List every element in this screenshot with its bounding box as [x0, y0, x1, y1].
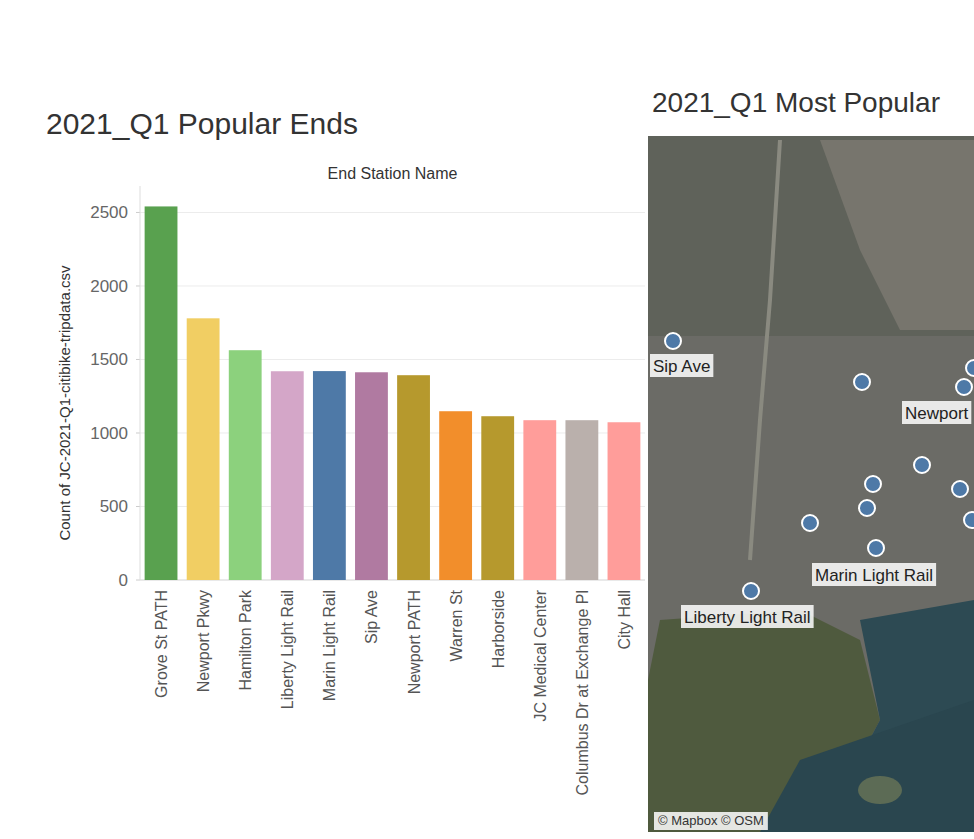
map-label: Liberty Light Rail [681, 605, 814, 628]
y-tick-label: 0 [119, 571, 128, 590]
tick-mark [136, 580, 140, 581]
x-tick-label: Warren St [448, 589, 465, 661]
station-marker [952, 481, 968, 497]
map-label-text: Sip Ave [653, 357, 710, 376]
y-tick-label: 500 [100, 497, 128, 516]
grid-line [140, 285, 645, 286]
map-district [648, 136, 974, 336]
map-label: Newport [902, 401, 971, 424]
station-marker [859, 500, 875, 516]
x-tick-label: JC Medical Center [532, 589, 549, 721]
bar [439, 411, 472, 580]
map-label-text: Newport [905, 404, 969, 423]
x-tick-label: Harborside [490, 590, 507, 668]
x-tick-label: Liberty Light Rail [279, 590, 296, 709]
x-tick-label: Newport Pkwy [195, 590, 212, 692]
dashboard: 2021_Q1 Popular Ends End Station Name Coun… [0, 0, 974, 839]
tick-mark [136, 506, 140, 507]
bar [397, 375, 430, 580]
bar [229, 350, 262, 580]
attribution: © Mapbox © OSM [654, 812, 768, 830]
column-header: End Station Name [328, 165, 458, 182]
bar [481, 416, 514, 580]
map-road [750, 140, 780, 560]
map-district [820, 140, 974, 330]
bar [145, 206, 178, 580]
station-marker [865, 476, 881, 492]
x-tick-label: Newport PATH [406, 590, 423, 694]
x-tick-label: Columbus Dr at Exchange Pl [574, 590, 591, 795]
map-land [648, 136, 974, 832]
bar [313, 371, 346, 580]
map-label-box [650, 354, 713, 377]
page: 2021_Q1 Popular Ends End Station Name Coun… [0, 0, 974, 839]
y-tick-label: 2000 [90, 277, 128, 296]
map: Sip Ave Newport Marin Light Rail Liberty Li… [648, 136, 974, 832]
tick-mark [136, 285, 140, 286]
map-water [760, 700, 974, 832]
tick-mark [136, 359, 140, 360]
map-title: 2021_Q1 Most Popular [652, 87, 940, 118]
station-marker [966, 360, 974, 376]
bar [608, 422, 641, 580]
tick-mark [136, 212, 140, 213]
station-marker [914, 457, 930, 473]
x-tick-label: Grove St PATH [153, 590, 170, 698]
y-tick-label: 1500 [90, 350, 128, 369]
chart-title: 2021_Q1 Popular Ends [46, 107, 358, 140]
station-marker [956, 379, 972, 395]
y-axis-title: Count of JC-2021-Q1-citibike-tripdata.cs… [56, 265, 73, 541]
station-marker [868, 540, 884, 556]
x-tick-label: City Hall [616, 590, 633, 650]
station-marker [665, 333, 681, 349]
y-axis-line [140, 186, 141, 580]
x-tick-labels: Grove St PATH Newport Pkwy Hamilton Park Li… [153, 589, 633, 795]
map-label: Marin Light Rail [812, 563, 936, 586]
map-island [858, 776, 902, 804]
station-marker [854, 374, 870, 390]
map-label-box [681, 605, 814, 628]
station-marker [802, 515, 818, 531]
map-background [648, 136, 974, 832]
map-label-box [812, 563, 936, 586]
map-label: Sip Ave [650, 354, 713, 377]
attribution-text: © Mapbox © OSM [658, 813, 764, 828]
station-marker [964, 512, 974, 528]
bar [271, 371, 304, 580]
grid-line [140, 212, 645, 213]
map-label-text: Liberty Light Rail [684, 608, 811, 627]
y-tick-label: 1000 [90, 424, 128, 443]
bars [145, 206, 641, 580]
x-tick-label: Hamilton Park [237, 589, 254, 690]
tick-mark [136, 432, 140, 433]
map-label-text: Marin Light Rail [815, 566, 933, 585]
bar [355, 372, 388, 580]
map-label-box [902, 401, 971, 424]
bar [565, 420, 598, 580]
grid: 0 500 1000 1500 2000 2500 [90, 203, 645, 590]
station-marker [743, 583, 759, 599]
bar [523, 420, 556, 580]
x-tick-label: Sip Ave [363, 590, 380, 644]
x-tick-label: Marin Light Rail [321, 590, 338, 701]
bar [187, 318, 220, 580]
attribution-box [654, 812, 768, 830]
y-tick-label: 2500 [90, 203, 128, 222]
